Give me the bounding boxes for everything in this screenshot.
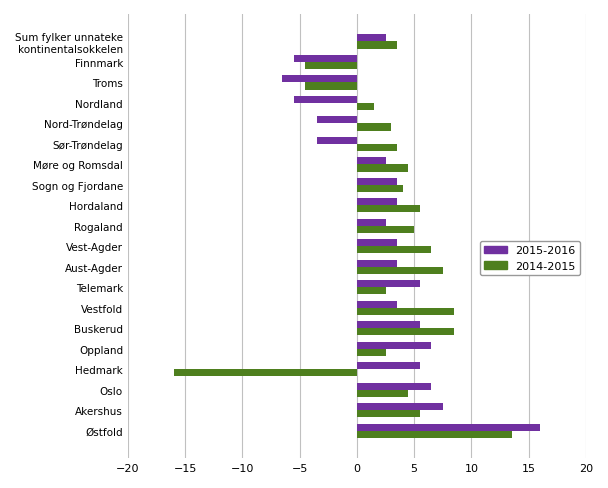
Bar	[357, 247, 431, 254]
Bar	[357, 410, 420, 418]
Bar	[357, 431, 511, 438]
Bar	[357, 144, 397, 152]
Bar	[357, 226, 414, 234]
Bar	[357, 185, 402, 193]
Bar	[305, 83, 357, 90]
Bar	[357, 308, 454, 315]
Bar	[357, 103, 374, 111]
Bar	[357, 281, 420, 288]
Bar	[357, 383, 431, 390]
Bar	[357, 158, 385, 165]
Bar	[357, 178, 397, 185]
Bar	[357, 349, 385, 356]
Bar	[357, 165, 409, 172]
Bar	[357, 199, 397, 206]
Bar	[357, 124, 392, 131]
Bar	[357, 35, 385, 42]
Bar	[357, 267, 443, 274]
Bar	[357, 363, 420, 369]
Bar	[357, 206, 420, 213]
Bar	[283, 76, 357, 83]
Bar	[294, 97, 357, 103]
Bar	[357, 42, 397, 49]
Bar	[357, 424, 540, 431]
Bar	[294, 56, 357, 63]
Bar	[357, 260, 397, 267]
Bar	[317, 117, 357, 124]
Bar	[174, 369, 357, 377]
Bar	[357, 288, 385, 295]
Bar	[357, 301, 397, 308]
Bar	[357, 322, 420, 328]
Legend: 2015-2016, 2014-2015: 2015-2016, 2014-2015	[480, 242, 581, 276]
Bar	[357, 219, 385, 226]
Bar	[357, 240, 397, 247]
Bar	[317, 138, 357, 144]
Bar	[357, 328, 454, 336]
Bar	[357, 390, 409, 397]
Bar	[357, 342, 431, 349]
Bar	[357, 403, 443, 410]
Bar	[305, 63, 357, 70]
